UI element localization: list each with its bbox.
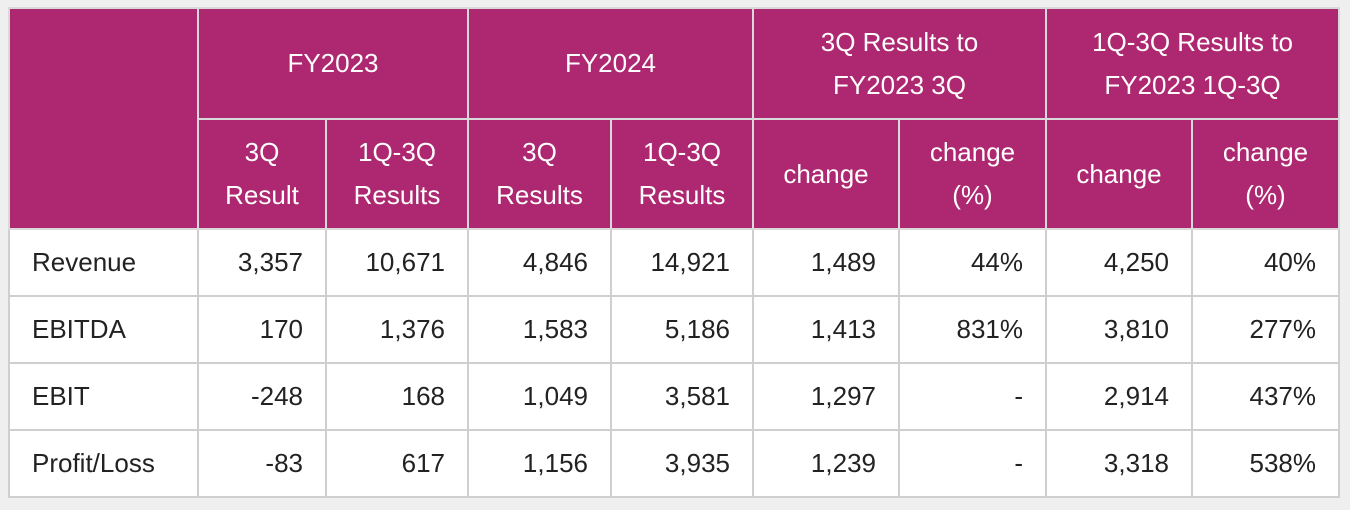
cell: 437% <box>1191 362 1340 431</box>
row-label: Revenue <box>8 228 199 297</box>
cell: 3,357 <box>197 228 327 297</box>
cell: 1,376 <box>325 295 469 364</box>
row-label: EBITDA <box>8 295 199 364</box>
cell: -83 <box>197 429 327 498</box>
header-line: (%) <box>952 180 993 210</box>
cell: 1,489 <box>752 228 900 297</box>
sub-header: change <box>1045 118 1193 230</box>
sub-header: change (%) <box>1191 118 1340 230</box>
cell: 1,297 <box>752 362 900 431</box>
group-header: FY2023 <box>197 7 469 120</box>
header-line: change <box>783 158 869 189</box>
table-row: EBIT -248 168 1,049 3,581 1,297-2,914 437% <box>8 362 1340 431</box>
header-line: Result <box>225 180 299 210</box>
cell: 1,413 <box>752 295 900 364</box>
cell: 10,671 <box>325 228 469 297</box>
sub-header: change <box>752 118 900 230</box>
cell: 168 <box>325 362 469 431</box>
cell: 170 <box>197 295 327 364</box>
cell: - <box>898 429 1047 498</box>
header-line: 1Q-3Q <box>642 137 722 167</box>
table-row: Profit/Loss -83 617 1,156 3,935 1,239-3,318 53… <box>8 429 1340 498</box>
cell: 1,239 <box>752 429 900 498</box>
cell: -248 <box>197 362 327 431</box>
sub-header: 3Q Result <box>197 118 327 230</box>
group-header: 3Q Results to FY2023 3Q <box>752 7 1047 120</box>
header-line: 1Q-3Q <box>357 137 437 167</box>
cell: 277% <box>1191 295 1340 364</box>
table-row: EBITDA 170 1,376 1,583 5,186 1,413 831% 3,810 27… <box>8 295 1340 364</box>
cell: - <box>898 362 1047 431</box>
results-table: FY2023 FY2024 3Q Results to FY2023 3Q 1Q-3Q … <box>8 7 1340 498</box>
cell: 617 <box>325 429 469 498</box>
header-line: change <box>1076 158 1162 189</box>
header-line: FY2023 1Q-3Q <box>1104 69 1281 100</box>
cell: 40% <box>1191 228 1340 297</box>
header-line: 3Q Results to <box>820 26 979 57</box>
sub-header: 1Q-3Q Results <box>610 118 754 230</box>
header-line: (%) <box>1245 180 1286 210</box>
cell: 14,921 <box>610 228 754 297</box>
sub-header: change (%) <box>898 118 1047 230</box>
group-header: FY2024 <box>467 7 754 120</box>
header-line: 3Q <box>244 137 280 167</box>
header-line: 1Q-3Q Results to <box>1092 26 1293 57</box>
header-line: FY2023 3Q <box>833 69 966 100</box>
header-line: FY2024 <box>564 48 657 78</box>
cell: 44% <box>898 228 1047 297</box>
header-line: FY2023 <box>287 48 379 78</box>
cell: 1,156 <box>467 429 612 498</box>
table-row: Revenue 3,357 10,671 4,846 14,921 1,489 44% 4,2… <box>8 228 1340 297</box>
cell: 538% <box>1191 429 1340 498</box>
header-line: 3Q <box>522 137 557 167</box>
header-line: change <box>929 137 1016 167</box>
cell: 831% <box>898 295 1047 364</box>
header-line: change <box>1222 137 1309 167</box>
cell: 3,318 <box>1045 429 1193 498</box>
cell: 5,186 <box>610 295 754 364</box>
cell: 2,914 <box>1045 362 1193 431</box>
cell: 3,935 <box>610 429 754 498</box>
cell: 1,583 <box>467 295 612 364</box>
cell: 3,581 <box>610 362 754 431</box>
table-body: Revenue 3,357 10,671 4,846 14,921 1,489 44% 4,2… <box>8 228 1340 498</box>
header-line: Results <box>353 180 441 210</box>
group-header-row: FY2023 FY2024 3Q Results to FY2023 3Q 1Q-3Q … <box>8 7 1340 230</box>
sub-header: 3Q Results <box>467 118 612 230</box>
group-header: 1Q-3Q Results to FY2023 1Q-3Q <box>1045 7 1340 120</box>
cell: 1,049 <box>467 362 612 431</box>
header-line: Results <box>638 180 726 210</box>
row-label: Profit/Loss <box>8 429 199 498</box>
cell: 4,250 <box>1045 228 1193 297</box>
row-label: EBIT <box>8 362 199 431</box>
corner-cell <box>8 7 199 230</box>
header-line: Results <box>496 180 583 210</box>
sub-header-row: 3Q Result 1Q-3Q Results 3Q Results 1Q-3Q Result… <box>9 118 1340 230</box>
cell: 3,810 <box>1045 295 1193 364</box>
cell: 4,846 <box>467 228 612 297</box>
sub-header: 1Q-3Q Results <box>325 118 469 230</box>
